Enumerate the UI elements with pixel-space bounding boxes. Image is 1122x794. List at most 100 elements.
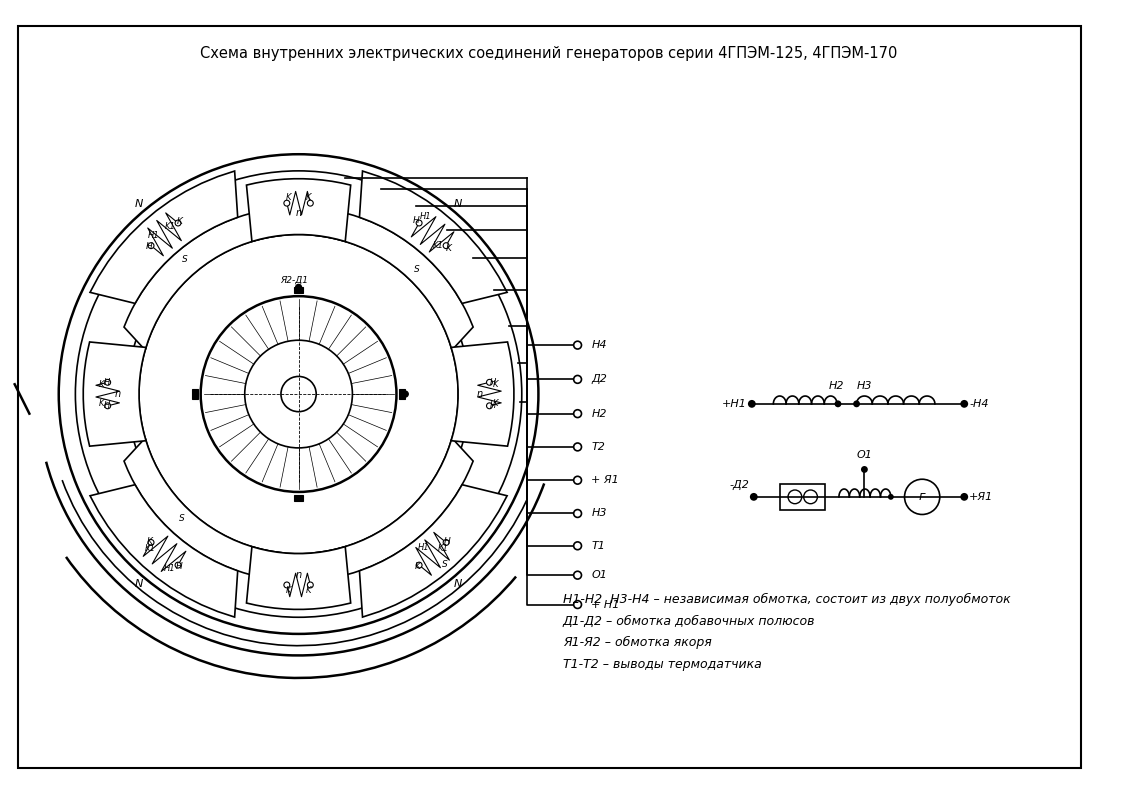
Text: K: K	[415, 562, 421, 571]
Text: S: S	[182, 255, 187, 264]
Text: Я1-Я2 – обмотка якоря: Я1-Я2 – обмотка якоря	[563, 636, 711, 649]
Circle shape	[416, 220, 422, 226]
Text: H: H	[444, 537, 451, 545]
Text: Н4: Н4	[591, 340, 607, 350]
Text: + Н1: + Н1	[591, 599, 619, 610]
Circle shape	[487, 380, 493, 385]
Circle shape	[104, 403, 111, 409]
Circle shape	[749, 493, 757, 501]
Text: S: S	[180, 515, 185, 523]
Polygon shape	[125, 438, 282, 577]
Text: H1: H1	[148, 231, 159, 241]
Polygon shape	[90, 171, 238, 303]
Polygon shape	[359, 484, 507, 617]
Text: H: H	[146, 242, 153, 252]
Text: Н2: Н2	[828, 381, 844, 391]
Circle shape	[175, 562, 181, 568]
Circle shape	[104, 380, 111, 385]
Text: n: n	[295, 570, 302, 580]
Text: Н3: Н3	[591, 508, 607, 518]
Text: H: H	[489, 378, 496, 387]
Polygon shape	[294, 495, 303, 501]
Text: K: K	[447, 244, 452, 252]
Circle shape	[443, 540, 449, 545]
Circle shape	[861, 466, 867, 473]
Text: K: K	[286, 193, 292, 202]
Circle shape	[748, 400, 756, 408]
Text: N: N	[135, 199, 144, 210]
Text: Схема внутренних электрических соединений генераторов серии 4ГПЭМ-125, 4ГПЭМ-170: Схема внутренних электрических соединени…	[201, 46, 898, 61]
Text: K1: K1	[165, 222, 176, 231]
Polygon shape	[451, 342, 514, 446]
Text: K: K	[147, 537, 153, 545]
Text: -Н4: -Н4	[969, 399, 988, 409]
Circle shape	[175, 220, 181, 226]
Text: n: n	[295, 208, 302, 218]
Circle shape	[443, 243, 449, 249]
Text: H: H	[489, 401, 496, 410]
Text: N: N	[135, 579, 144, 589]
Text: О1: О1	[591, 570, 607, 580]
Circle shape	[888, 494, 894, 499]
Text: О1: О1	[856, 449, 872, 460]
Text: Д1-Д2 – обмотка добавочных полюсов: Д1-Д2 – обмотка добавочных полюсов	[563, 615, 816, 628]
Text: N: N	[453, 199, 462, 210]
Circle shape	[295, 284, 302, 291]
Circle shape	[960, 400, 968, 408]
Text: Я2-Д1: Я2-Д1	[279, 276, 307, 284]
Text: г: г	[919, 491, 926, 503]
Text: -Д2: -Д2	[729, 480, 748, 490]
Polygon shape	[399, 389, 405, 399]
Polygon shape	[315, 438, 473, 577]
Circle shape	[148, 243, 154, 249]
Circle shape	[307, 582, 313, 588]
Polygon shape	[294, 287, 303, 293]
Text: Н2: Н2	[591, 409, 607, 418]
Circle shape	[960, 493, 968, 501]
Text: Т1-Т2 – выводы термодатчика: Т1-Т2 – выводы термодатчика	[563, 657, 762, 671]
Text: S: S	[414, 264, 420, 274]
Polygon shape	[359, 171, 507, 303]
Text: + Я1: + Я1	[591, 476, 619, 485]
Text: K: K	[176, 218, 183, 226]
Polygon shape	[247, 546, 351, 609]
Text: H: H	[103, 378, 110, 387]
Circle shape	[835, 400, 842, 407]
Polygon shape	[125, 210, 282, 350]
Text: K: K	[305, 193, 311, 202]
Text: N: N	[453, 579, 462, 589]
Text: Т1: Т1	[591, 541, 605, 551]
Text: +Н1: +Н1	[723, 399, 747, 409]
Text: H: H	[413, 216, 420, 225]
Polygon shape	[315, 210, 473, 350]
Polygon shape	[83, 342, 146, 446]
Text: K1: K1	[433, 241, 443, 250]
Circle shape	[148, 540, 154, 545]
Text: +Я1: +Я1	[969, 491, 993, 502]
Circle shape	[284, 200, 289, 206]
Text: Н3: Н3	[857, 381, 872, 391]
Bar	[780, 484, 826, 510]
Text: Н1-Н2  Н3-Н4 – независимая обмотка, состоит из двух полуобмоток: Н1-Н2 Н3-Н4 – независимая обмотка, состо…	[563, 593, 1011, 606]
Polygon shape	[247, 179, 351, 241]
Text: K: K	[493, 399, 498, 408]
Text: K: K	[99, 399, 104, 408]
Circle shape	[284, 582, 289, 588]
Text: K: K	[493, 380, 498, 389]
Text: Т2: Т2	[591, 442, 605, 452]
Polygon shape	[90, 484, 238, 617]
Text: n: n	[114, 389, 120, 399]
Text: K1: K1	[438, 545, 449, 553]
Circle shape	[307, 200, 313, 206]
Circle shape	[853, 400, 859, 407]
Polygon shape	[192, 389, 197, 399]
Text: H1: H1	[164, 564, 176, 573]
Text: K1: K1	[145, 545, 156, 553]
Circle shape	[416, 562, 422, 568]
Text: S: S	[442, 560, 448, 569]
Text: Д2: Д2	[591, 374, 607, 384]
Circle shape	[403, 391, 408, 397]
Text: H: H	[176, 562, 183, 571]
Text: H: H	[103, 401, 110, 410]
Circle shape	[487, 403, 493, 409]
